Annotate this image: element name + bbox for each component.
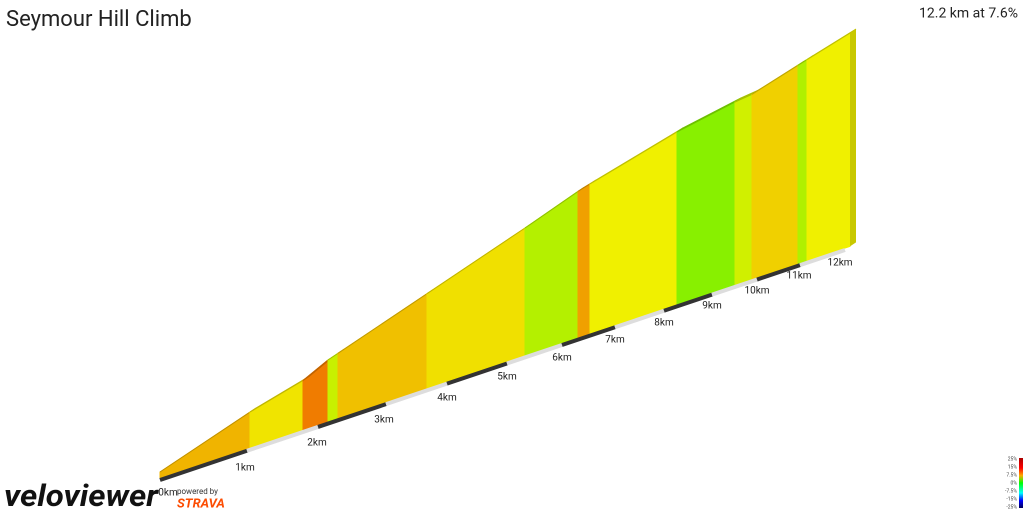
axis-strip [799, 248, 846, 268]
segment-face [577, 183, 591, 339]
legend-label: -25% [1006, 504, 1017, 510]
distance-label: 11km [786, 271, 811, 282]
segment-face [524, 190, 579, 357]
distance-label: 3km [374, 415, 394, 426]
axis-strip [663, 292, 713, 313]
legend-label: 0% [1011, 480, 1018, 486]
axis-strip [614, 308, 665, 330]
axis-strip [711, 277, 758, 297]
legend-label: -15% [1006, 496, 1017, 502]
distance-label: 6km [552, 353, 572, 364]
logo: veloviewer [4, 479, 159, 512]
distance-label: 8km [654, 318, 674, 329]
distance-axis: 0km 1km 2km 3km 4km 5km 6km 7km 8km 9km 10km 11km 12… [158, 248, 853, 499]
axis-strip [159, 448, 248, 482]
distance-label: 10km [744, 286, 769, 297]
axis-strip [246, 425, 319, 453]
distance-label: 12km [827, 258, 852, 269]
title: Seymour Hill Climb [6, 7, 192, 32]
axis-strip [561, 325, 616, 347]
segment-face [249, 379, 304, 449]
gradient-legend: 25% 15% 7.5% 0% -7.5% -15% -25% [1005, 456, 1017, 510]
segment-face [734, 93, 753, 286]
partner: STRAVA [177, 496, 225, 511]
distance-label: 9km [702, 301, 722, 312]
segment-face [751, 64, 799, 280]
segment-face [337, 292, 428, 419]
axis-strip [385, 381, 448, 407]
distance-label: 4km [437, 393, 457, 404]
distance-label: 2km [307, 438, 327, 449]
segment-face [797, 58, 808, 265]
profile [159, 28, 857, 479]
distance-label: 1km [235, 463, 255, 474]
legend-bar [1019, 458, 1023, 508]
legend-label: 7.5% [1006, 472, 1017, 478]
end-face [850, 29, 856, 247]
legend-label: 25% [1008, 456, 1018, 462]
segment-face [327, 352, 339, 423]
segment-face [589, 131, 678, 335]
axis-strip [317, 402, 387, 429]
summary: 12.2 km at 7.6% [919, 6, 1018, 22]
segment-face [676, 101, 736, 306]
axis-strip [506, 343, 563, 366]
distance-label: 5km [497, 372, 517, 383]
powered-by: powered by [177, 487, 218, 496]
distance-label: 7km [605, 335, 625, 346]
legend-label: 15% [1008, 464, 1018, 470]
axis-strip [756, 263, 801, 282]
distance-label: 0km [158, 488, 178, 499]
axis-strip [446, 361, 508, 386]
segment-face [806, 32, 851, 262]
legend-label: -7.5% [1005, 488, 1017, 494]
